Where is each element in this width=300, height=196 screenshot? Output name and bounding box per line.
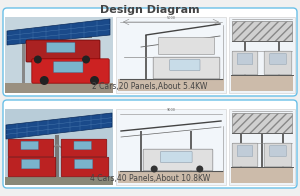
FancyBboxPatch shape (47, 43, 75, 53)
Bar (229, 109, 295, 185)
Polygon shape (6, 113, 112, 139)
FancyBboxPatch shape (3, 8, 297, 96)
Bar (145, 35, 147, 79)
FancyBboxPatch shape (21, 141, 38, 150)
Text: Design Diagram: Design Diagram (100, 5, 200, 15)
FancyBboxPatch shape (143, 149, 213, 171)
FancyBboxPatch shape (3, 100, 297, 188)
Bar (140, 131, 142, 171)
Bar (232, 21, 292, 41)
Bar (116, 17, 226, 93)
FancyBboxPatch shape (237, 54, 253, 64)
Bar (22, 35, 91, 38)
Bar (118, 171, 224, 183)
FancyBboxPatch shape (237, 145, 253, 156)
FancyBboxPatch shape (74, 141, 92, 150)
Bar (55, 135, 59, 177)
FancyBboxPatch shape (264, 143, 292, 167)
Bar (244, 41, 246, 75)
FancyBboxPatch shape (8, 139, 54, 157)
FancyBboxPatch shape (160, 152, 192, 162)
Bar (278, 41, 280, 75)
Bar (231, 167, 293, 183)
Circle shape (40, 76, 49, 85)
Bar (5, 83, 113, 93)
Bar (5, 17, 113, 93)
Bar (240, 133, 242, 167)
FancyBboxPatch shape (158, 37, 214, 54)
Circle shape (90, 76, 99, 85)
FancyBboxPatch shape (26, 40, 100, 62)
Text: 9000: 9000 (167, 108, 176, 112)
Circle shape (34, 55, 42, 64)
FancyBboxPatch shape (61, 157, 109, 177)
FancyBboxPatch shape (53, 62, 83, 73)
Polygon shape (7, 19, 110, 45)
FancyBboxPatch shape (264, 51, 292, 75)
Text: 2 Cars,20 Panels,About 5.4KW: 2 Cars,20 Panels,About 5.4KW (92, 82, 208, 91)
Bar (229, 17, 295, 93)
Text: 4 Cars,40 Panels,About 10.8KW: 4 Cars,40 Panels,About 10.8KW (90, 174, 210, 183)
Bar (282, 133, 284, 167)
FancyBboxPatch shape (32, 59, 109, 83)
Bar (232, 113, 292, 133)
FancyBboxPatch shape (232, 143, 258, 167)
Bar (261, 133, 263, 167)
Bar (118, 79, 224, 91)
FancyBboxPatch shape (22, 159, 40, 169)
Bar (5, 109, 113, 185)
FancyBboxPatch shape (74, 159, 93, 169)
FancyBboxPatch shape (270, 145, 286, 156)
Circle shape (82, 55, 90, 64)
Text: 5000: 5000 (167, 16, 176, 20)
Bar (116, 109, 226, 185)
Circle shape (196, 165, 203, 172)
FancyBboxPatch shape (153, 57, 220, 79)
Bar (190, 131, 192, 171)
FancyBboxPatch shape (270, 54, 286, 64)
Bar (231, 75, 293, 91)
Circle shape (151, 165, 158, 172)
FancyBboxPatch shape (61, 139, 107, 157)
Bar (5, 177, 113, 185)
FancyBboxPatch shape (232, 51, 258, 75)
FancyBboxPatch shape (170, 60, 200, 71)
Bar (22, 35, 25, 83)
FancyBboxPatch shape (8, 157, 56, 177)
